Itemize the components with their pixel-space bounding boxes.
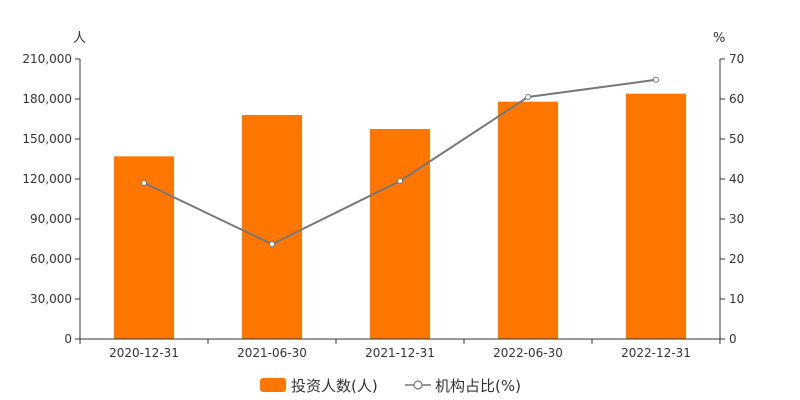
bar[interactable] [626,93,686,340]
right-axis: 0 10 20 30 40 50 60 70 [719,52,744,346]
legend-line-marker [413,380,423,390]
left-tick-label: 0 [64,332,72,346]
bar-series [114,93,686,340]
left-tick-label: 180,000 [22,92,72,106]
right-tick-label: 60 [729,92,744,106]
legend[interactable]: 投资人数(人) 机构占比(%) [260,377,521,395]
x-axis: 2020-12-31 2021-06-30 2021-12-31 2022-06-30… [79,338,721,360]
line-series [141,76,659,248]
left-tick-label: 150,000 [22,132,72,146]
bar[interactable] [114,156,174,339]
bar[interactable] [498,101,558,340]
right-tick-label: 30 [729,212,744,226]
left-axis: 0 30,000 60,000 90,000 120,000 150,000 180,000… [22,52,81,346]
bar[interactable] [370,129,430,339]
x-tick-label: 2021-06-30 [237,346,307,360]
right-tick-label: 40 [729,172,744,186]
right-tick-label: 20 [729,252,744,266]
legend-line-label[interactable]: 机构占比(%) [435,377,521,395]
right-tick-label: 10 [729,292,744,306]
left-axis-unit: 人 [73,31,86,46]
x-tick-label: 2021-12-31 [365,346,435,360]
left-tick-label: 120,000 [22,172,72,186]
legend-bar-label[interactable]: 投资人数(人) [291,377,378,395]
left-tick-label: 210,000 [22,52,72,66]
line-point[interactable] [397,178,403,184]
right-tick-label: 50 [729,132,744,146]
left-tick-label: 90,000 [30,212,72,226]
line-point[interactable] [141,180,147,186]
bar[interactable] [242,115,302,339]
legend-bar-swatch [260,378,286,392]
right-axis-unit: % [713,31,725,46]
line-point[interactable] [269,241,275,248]
left-tick-label: 60,000 [30,252,72,266]
right-tick-label: 70 [729,52,744,66]
left-tick-label: 30,000 [30,292,72,306]
x-tick-label: 2022-06-30 [493,346,563,360]
x-tick-label: 2022-12-31 [621,346,691,360]
x-tick-label: 2020-12-31 [109,346,179,360]
line-point[interactable] [653,76,659,83]
right-tick-label: 0 [729,332,737,346]
line-point[interactable] [525,94,531,100]
